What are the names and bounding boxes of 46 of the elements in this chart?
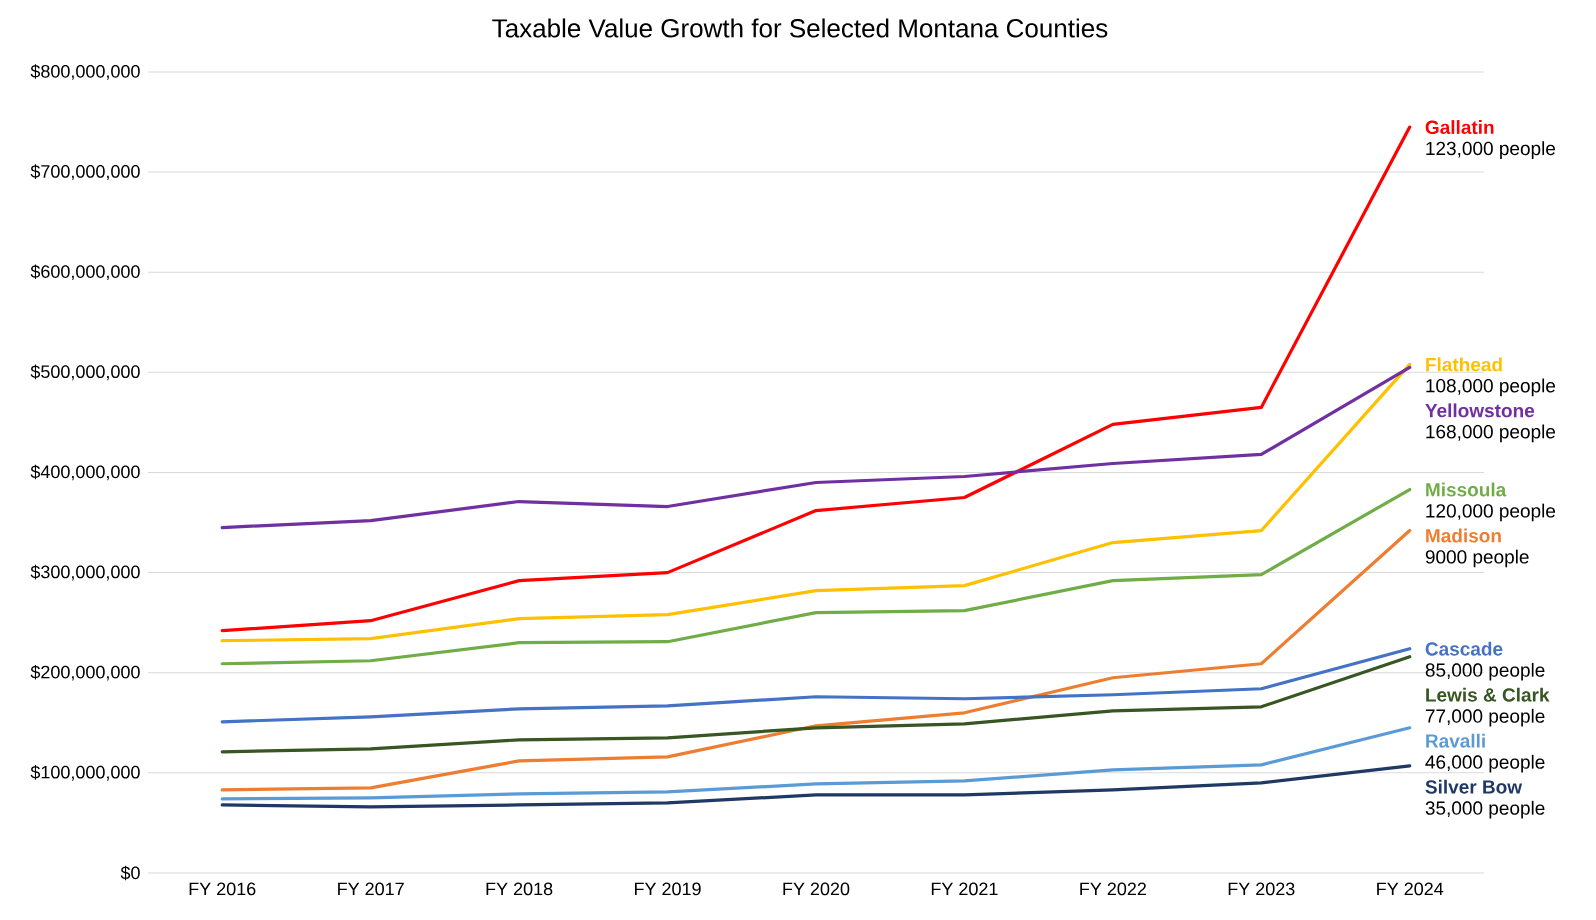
annotation: 108,000 people (1426, 378, 1556, 397)
annotation: 46,000 people (1425, 754, 1545, 773)
x-tick-label: FY 2017 (338, 882, 404, 896)
line-series (220, 487, 1412, 666)
x-tick-label: FY 2022 (1080, 882, 1146, 896)
y-tick-label: $200,000,000 (30, 664, 140, 681)
series-label: Cascade (1425, 641, 1503, 656)
line-series (220, 365, 1412, 530)
y-tick-label: $500,000,000 (30, 364, 140, 381)
line-series (220, 528, 1412, 792)
line-series (220, 764, 1412, 809)
text: Yellowstone (1425, 403, 1535, 418)
x-tick-label: FY 2019 (634, 882, 701, 896)
series-label: Ravalli (1426, 733, 1485, 748)
x-tick-label: FY 2020 (783, 882, 850, 896)
series-label: Missoula (1426, 482, 1507, 497)
y-tick-label: $700,000,000 (30, 164, 140, 180)
series-label: Flathead (1426, 357, 1502, 372)
annotation: 9000 people (1425, 549, 1529, 568)
x-tick-label: FY 2021 (931, 882, 998, 896)
line-series (220, 655, 1412, 754)
annotation: 120,000 people (1426, 503, 1556, 522)
y-tick-label: $400,000,000 (30, 464, 140, 481)
chart-title: Taxable Value Growth for Selected Montana Counties (492, 18, 1108, 38)
y-tick-label: $0 (120, 865, 140, 881)
line-series (220, 647, 1412, 724)
line-series (220, 125, 1412, 633)
x-tick-label: FY 2018 (486, 882, 553, 896)
x-tick-label: FY 2023 (1228, 882, 1295, 896)
y-tick-label: $800,000,000 (30, 64, 140, 80)
annotation: 35,000 people (1425, 800, 1545, 819)
series-label: Silver Bow (1425, 779, 1523, 794)
series-label: Gallatin (1425, 120, 1494, 135)
line-series (220, 726, 1412, 801)
annotation: 85,000 people (1425, 662, 1545, 681)
series-label: Lewis & Clark (1426, 687, 1550, 702)
annotation: 168,000 people (1426, 424, 1556, 443)
series-label: Madison (1426, 528, 1501, 543)
annotation: 77,000 people (1425, 708, 1545, 727)
x-tick-label: FY 2024 (1377, 882, 1444, 896)
y-tick-label: $300,000,000 (30, 564, 140, 581)
y-tick-label: $100,000,000 (30, 765, 140, 781)
x-tick-label: FY 2016 (189, 882, 256, 896)
annotation: 123,000 people (1426, 141, 1556, 159)
y-tick-label: $600,000,000 (30, 264, 140, 281)
line-series (220, 362, 1412, 643)
